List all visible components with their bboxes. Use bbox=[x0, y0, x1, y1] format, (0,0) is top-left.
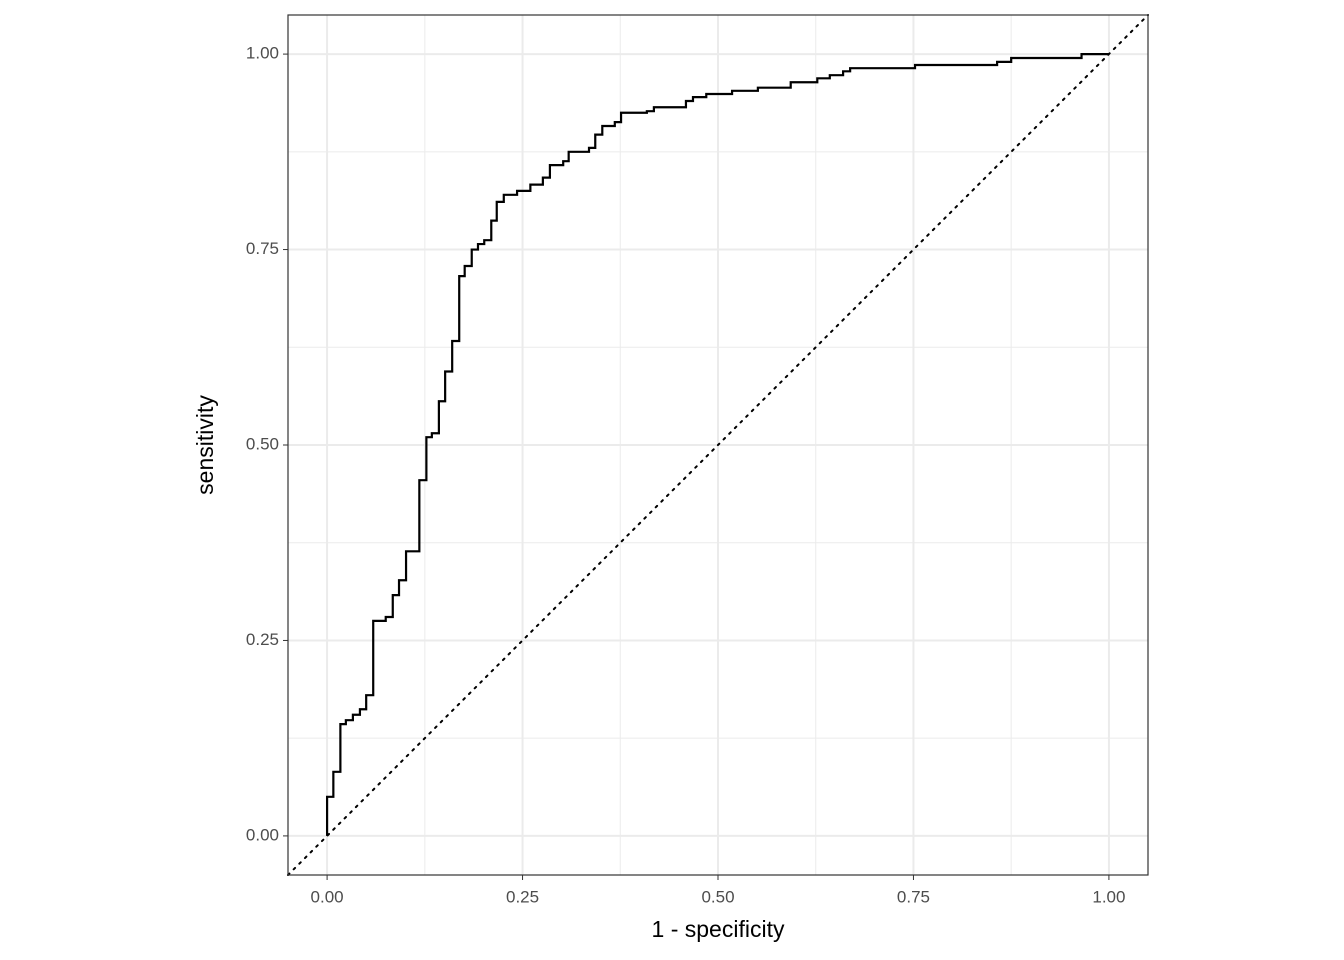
y-tick-label: 1.00 bbox=[246, 44, 279, 63]
y-tick-label: 0.75 bbox=[246, 239, 279, 258]
x-tick-label: 0.25 bbox=[506, 887, 539, 906]
reference-line bbox=[287, 14, 1149, 876]
y-axis-title: sensitivity bbox=[192, 395, 218, 495]
x-tick-label: 0.50 bbox=[701, 887, 734, 906]
y-tick-label: 0.00 bbox=[246, 825, 279, 844]
y-tick-label: 0.50 bbox=[246, 434, 279, 453]
y-tick-label: 0.25 bbox=[246, 630, 279, 649]
x-tick-label: 0.00 bbox=[311, 887, 344, 906]
roc-curve bbox=[325, 52, 1109, 836]
x-axis-title: 1 - specificity bbox=[652, 916, 785, 942]
x-tick-label: 0.75 bbox=[897, 887, 930, 906]
x-tick-label: 1.00 bbox=[1092, 887, 1125, 906]
panel-border bbox=[287, 14, 1149, 876]
